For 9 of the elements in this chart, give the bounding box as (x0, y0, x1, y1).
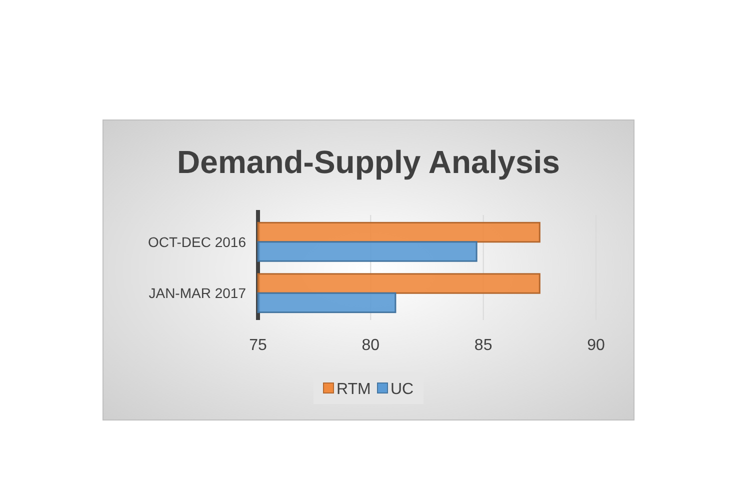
legend-label: UC (390, 381, 414, 398)
y-tick-label: OCT-DEC 2016 (148, 234, 246, 250)
y-tick-label: JAN-MAR 2017 (148, 285, 246, 302)
x-tick-label: 75 (249, 337, 267, 354)
chart-title: Demand-Supply Analysis (177, 144, 560, 180)
x-tick-label: 80 (362, 337, 380, 354)
x-tick-label: 85 (474, 337, 492, 354)
x-tick-label: 90 (587, 337, 605, 354)
legend-label: RTM (336, 381, 371, 398)
